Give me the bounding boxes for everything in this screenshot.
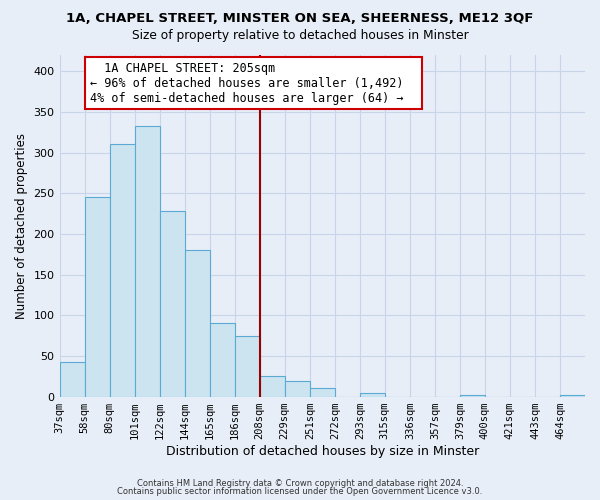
Bar xyxy=(85,198,110,396)
Bar xyxy=(310,388,335,396)
Text: 1A, CHAPEL STREET, MINSTER ON SEA, SHEERNESS, ME12 3QF: 1A, CHAPEL STREET, MINSTER ON SEA, SHEER… xyxy=(67,12,533,26)
X-axis label: Distribution of detached houses by size in Minster: Distribution of detached houses by size … xyxy=(166,444,479,458)
Bar xyxy=(110,144,134,396)
Bar xyxy=(185,250,209,396)
Bar xyxy=(160,211,185,396)
Bar xyxy=(460,395,485,396)
Bar xyxy=(59,362,85,396)
Text: Contains HM Land Registry data © Crown copyright and database right 2024.: Contains HM Land Registry data © Crown c… xyxy=(137,478,463,488)
Bar xyxy=(360,392,385,396)
Bar xyxy=(560,395,585,396)
Bar xyxy=(260,376,285,396)
Text: 1A CHAPEL STREET: 205sqm  
← 96% of detached houses are smaller (1,492)
4% of se: 1A CHAPEL STREET: 205sqm ← 96% of detach… xyxy=(89,62,418,104)
Text: Contains public sector information licensed under the Open Government Licence v3: Contains public sector information licen… xyxy=(118,487,482,496)
Bar xyxy=(285,381,310,396)
Text: Size of property relative to detached houses in Minster: Size of property relative to detached ho… xyxy=(131,29,469,42)
Bar xyxy=(235,336,260,396)
Bar xyxy=(134,126,160,396)
Y-axis label: Number of detached properties: Number of detached properties xyxy=(15,133,28,319)
Bar xyxy=(209,324,235,396)
